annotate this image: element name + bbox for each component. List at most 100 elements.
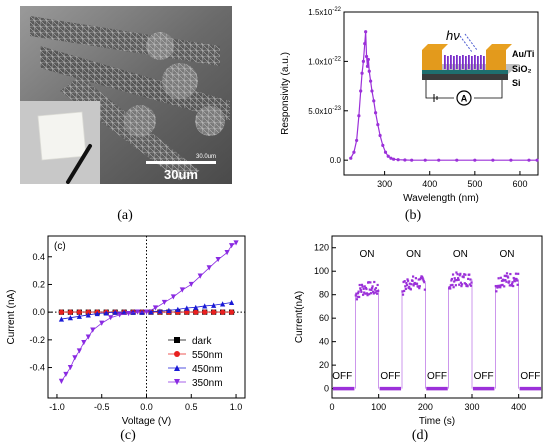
ammeter <box>456 90 472 106</box>
data-point <box>396 158 400 162</box>
nanowire <box>480 55 482 69</box>
data-point <box>457 278 460 281</box>
data-point <box>504 274 507 278</box>
x-tick-label: 0.5 <box>185 402 198 412</box>
data-point <box>422 279 425 283</box>
x-tick-label: 100 <box>371 402 386 412</box>
data-point-450nm <box>220 301 226 307</box>
data-point <box>372 290 375 294</box>
nanowire <box>453 56 455 70</box>
data-point <box>405 281 408 285</box>
data-point-350nm <box>58 378 65 384</box>
data-point <box>455 278 459 282</box>
chart-b: 300 400 500 600 0.0 5.0x10-23 1.0x10-22 1.5x10-… <box>280 7 539 204</box>
data-point-450nm <box>228 299 235 306</box>
data-point <box>371 285 374 288</box>
data-point <box>361 293 365 296</box>
data-point <box>508 280 511 283</box>
caption-c: (c) <box>120 428 136 443</box>
data-point <box>377 289 380 293</box>
data-point <box>509 158 513 162</box>
plot-frame <box>343 11 539 176</box>
data-point-350nm <box>117 312 123 318</box>
data-point <box>459 272 462 275</box>
data-point <box>405 284 409 287</box>
data-point <box>448 286 451 289</box>
y-tick-label: 40 <box>319 337 329 347</box>
data-point <box>408 285 411 288</box>
state-label: ON <box>500 249 515 260</box>
data-point <box>414 277 418 280</box>
y-axis-label: Responsivity (a.u.) <box>280 52 291 135</box>
data-point <box>401 293 405 296</box>
data-point <box>349 156 353 160</box>
data-point <box>365 292 369 295</box>
data-point <box>423 288 426 291</box>
data-point <box>453 280 456 283</box>
data-point <box>404 287 407 291</box>
data-point <box>410 158 414 162</box>
legend-marker <box>174 365 180 371</box>
data-point-350nm <box>125 310 132 317</box>
data-point <box>450 279 453 282</box>
nanowire <box>450 55 452 69</box>
data-point <box>364 30 368 34</box>
data-point <box>361 59 365 63</box>
data-point-350nm <box>72 355 78 361</box>
data-point <box>503 274 506 277</box>
y-tick-label: 60 <box>319 313 329 323</box>
state-label: OFF <box>332 371 352 382</box>
data-point <box>452 286 455 289</box>
data-point <box>456 277 460 280</box>
data-point-450nm <box>94 310 100 317</box>
data-point <box>423 281 426 284</box>
data-point <box>418 285 421 288</box>
data-point <box>417 278 420 281</box>
electrode-left <box>422 50 442 70</box>
state-label: ON <box>406 249 421 260</box>
data-point <box>510 284 513 287</box>
data-point <box>356 292 360 295</box>
data-point <box>376 123 380 127</box>
data-point <box>410 283 413 286</box>
data-point-350nm <box>81 340 87 346</box>
y-tick-label: 100 <box>314 266 329 276</box>
data-point <box>469 278 472 281</box>
state-label: OFF <box>474 371 494 382</box>
data-point-450nm <box>148 309 154 315</box>
data-point <box>365 64 370 68</box>
data-point <box>367 281 370 284</box>
data-point <box>357 114 361 118</box>
data-point <box>360 71 364 75</box>
data-point-350nm <box>108 315 114 321</box>
data-point <box>358 295 361 299</box>
x-tick-label: 500 <box>467 179 482 189</box>
x-tick-label: 300 <box>377 179 392 189</box>
data-point <box>364 54 369 59</box>
data-point <box>419 276 423 280</box>
legend-label: 350nm <box>192 378 223 389</box>
data-point <box>370 288 373 292</box>
data-point <box>402 280 405 284</box>
data-point-450nm <box>130 309 136 315</box>
data-point-350nm <box>76 348 82 354</box>
data-point <box>359 289 362 292</box>
data-point-450nm <box>202 303 208 309</box>
panel-b: 300 400 500 600 0.0 5.0x10-23 1.0x10-22 1.5x10-… <box>276 0 546 205</box>
data-point <box>366 294 369 297</box>
data-point <box>368 288 371 291</box>
legend-marker <box>174 337 180 343</box>
data-point <box>463 273 466 276</box>
data-point <box>498 284 501 287</box>
data-point <box>415 282 419 285</box>
data-point <box>409 288 412 291</box>
x-tick-label: 1.0 <box>230 402 243 412</box>
data-point <box>500 284 503 287</box>
data-point <box>365 287 368 291</box>
data-point <box>513 280 516 283</box>
data-point <box>468 273 471 276</box>
data-point <box>454 279 457 282</box>
data-point <box>414 282 417 285</box>
data-point <box>358 283 361 287</box>
data-point-550nm <box>228 309 235 315</box>
